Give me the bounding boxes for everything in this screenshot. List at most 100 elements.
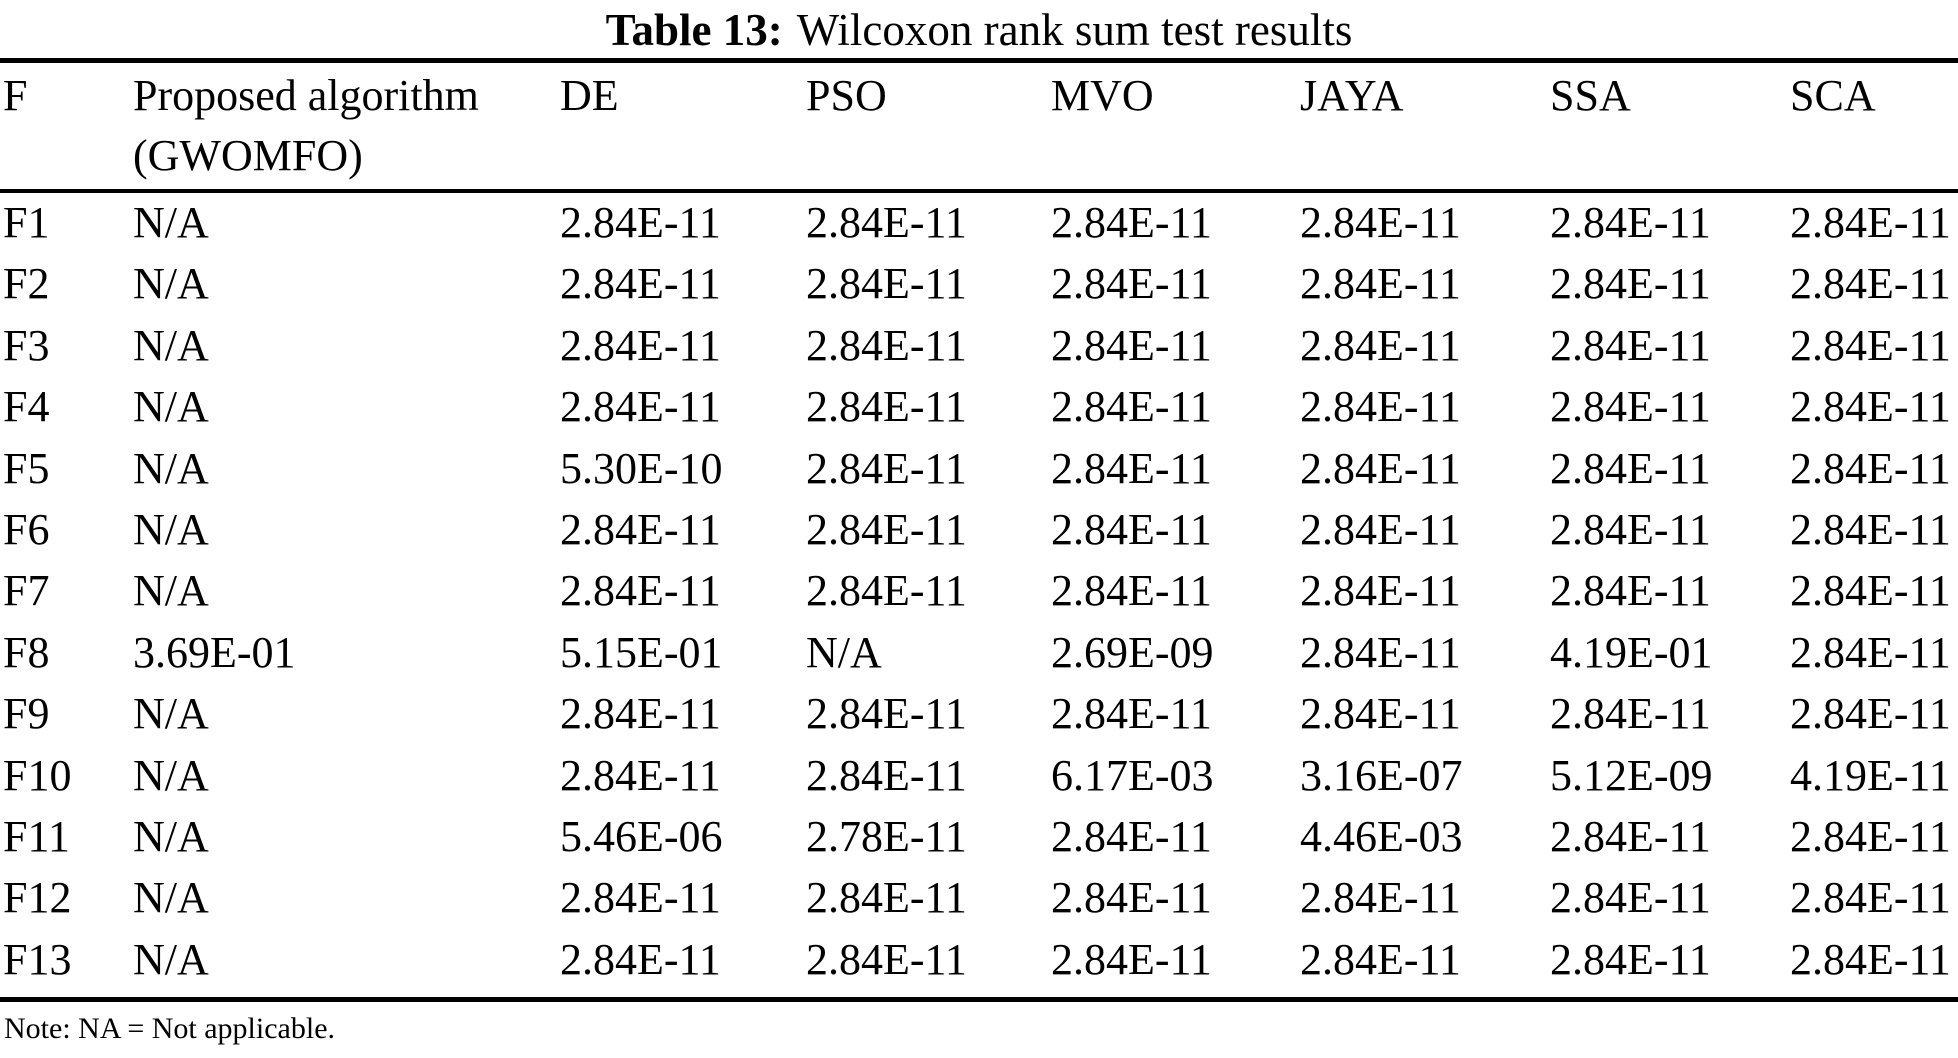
- table-caption-label: Table 13:: [605, 5, 783, 55]
- cell-jaya-value: 2.84E-11: [1300, 198, 1461, 247]
- table-header-row: F Proposed algorithm (GWOMFO) DE PSO MVO…: [0, 66, 1958, 186]
- cell-ssa-value: 2.84E-11: [1550, 873, 1711, 923]
- cell-pso-value: 2.84E-11: [806, 198, 967, 247]
- cell-sca-value: 2.84E-11: [1790, 627, 1951, 677]
- cell-function-id: F10: [3, 750, 72, 800]
- cell-pso-value: N/A: [806, 627, 882, 677]
- cell-mvo-value: 2.84E-11: [1051, 320, 1212, 370]
- cell-mvo-value: 2.84E-11: [1051, 934, 1212, 984]
- cell-de-value: 5.46E-06: [560, 811, 723, 861]
- column-header-proposed-algorithm: Proposed algorithm (GWOMFO): [133, 66, 560, 186]
- cell-mvo-value: 2.84E-11: [1051, 382, 1212, 432]
- table-row: F8 3.69E-01 5.15E-01 N/A 2.69E-09 2.84E-…: [0, 622, 1958, 683]
- cell-jaya-value: 3.16E-07: [1300, 750, 1463, 800]
- cell-ssa-value: 2.84E-11: [1550, 566, 1711, 616]
- cell-pso-value: 2.84E-11: [806, 566, 967, 616]
- cell-ssa-value: 2.84E-11: [1550, 689, 1711, 739]
- cell-sca-value: 2.84E-11: [1790, 320, 1951, 370]
- cell-ssa-value: 2.84E-11: [1550, 934, 1711, 984]
- cell-de-value: 2.84E-11: [560, 934, 721, 984]
- cell-jaya-value: 2.84E-11: [1300, 627, 1461, 677]
- table-row: F3 N/A 2.84E-11 2.84E-11 2.84E-11 2.84E-…: [0, 315, 1958, 376]
- cell-gwomfo-value: N/A: [133, 382, 209, 432]
- cell-mvo-value: 2.84E-11: [1051, 259, 1212, 309]
- cell-mvo-value: 2.84E-11: [1051, 566, 1212, 616]
- cell-de-value: 2.84E-11: [560, 259, 721, 309]
- cell-sca-value: 2.84E-11: [1790, 198, 1951, 247]
- cell-gwomfo-value: N/A: [133, 566, 209, 616]
- cell-function-id: F1: [3, 198, 50, 247]
- cell-function-id: F6: [3, 504, 50, 554]
- cell-jaya-value: 4.46E-03: [1300, 811, 1463, 861]
- column-header-f: F: [3, 71, 28, 120]
- cell-function-id: F3: [3, 320, 50, 370]
- cell-gwomfo-value: N/A: [133, 504, 209, 554]
- cell-function-id: F5: [3, 443, 50, 493]
- cell-jaya-value: 2.84E-11: [1300, 320, 1461, 370]
- cell-ssa-value: 2.84E-11: [1550, 382, 1711, 432]
- table-header-rule: [0, 189, 1958, 193]
- table-footnote: Note: NA = Not applicable.: [4, 1012, 336, 1045]
- cell-jaya-value: 2.84E-11: [1300, 443, 1461, 493]
- cell-sca-value: 2.84E-11: [1790, 382, 1951, 432]
- table-row: F12 N/A 2.84E-11 2.84E-11 2.84E-11 2.84E…: [0, 867, 1958, 928]
- cell-de-value: 2.84E-11: [560, 873, 721, 923]
- cell-sca-value: 2.84E-11: [1790, 873, 1951, 923]
- cell-ssa-value: 2.84E-11: [1550, 504, 1711, 554]
- cell-gwomfo-value: 3.69E-01: [133, 627, 296, 677]
- cell-sca-value: 2.84E-11: [1790, 566, 1951, 616]
- column-header-pso: PSO: [806, 71, 887, 120]
- cell-function-id: F13: [3, 934, 72, 984]
- table-caption: Table 13: Wilcoxon rank sum test results: [0, 4, 1958, 56]
- cell-mvo-value: 2.84E-11: [1051, 873, 1212, 923]
- column-header-sca: SCA: [1790, 71, 1876, 120]
- cell-ssa-value: 2.84E-11: [1550, 198, 1711, 247]
- table-row: F2 N/A 2.84E-11 2.84E-11 2.84E-11 2.84E-…: [0, 253, 1958, 314]
- cell-function-id: F7: [3, 566, 50, 616]
- cell-pso-value: 2.78E-11: [806, 811, 967, 861]
- table-row: F5 N/A 5.30E-10 2.84E-11 2.84E-11 2.84E-…: [0, 438, 1958, 499]
- column-header-proposed-line2: (GWOMFO): [133, 131, 363, 180]
- column-header-proposed-line1: Proposed algorithm: [133, 71, 479, 120]
- table-row: F6 N/A 2.84E-11 2.84E-11 2.84E-11 2.84E-…: [0, 499, 1958, 560]
- table-row: F10 N/A 2.84E-11 2.84E-11 6.17E-03 3.16E…: [0, 745, 1958, 806]
- table-row: F1 N/A 2.84E-11 2.84E-11 2.84E-11 2.84E-…: [0, 192, 1958, 253]
- cell-mvo-value: 2.84E-11: [1051, 198, 1212, 247]
- cell-de-value: 2.84E-11: [560, 382, 721, 432]
- cell-de-value: 2.84E-11: [560, 750, 721, 800]
- cell-function-id: F2: [3, 259, 50, 309]
- cell-gwomfo-value: N/A: [133, 320, 209, 370]
- cell-mvo-value: 2.84E-11: [1051, 689, 1212, 739]
- cell-pso-value: 2.84E-11: [806, 320, 967, 370]
- table-bottom-rule: [0, 997, 1958, 1002]
- cell-de-value: 5.15E-01: [560, 627, 723, 677]
- cell-ssa-value: 5.12E-09: [1550, 750, 1713, 800]
- column-header-mvo: MVO: [1051, 71, 1154, 120]
- cell-function-id: F9: [3, 689, 50, 739]
- cell-gwomfo-value: N/A: [133, 259, 209, 309]
- cell-sca-value: 2.84E-11: [1790, 504, 1951, 554]
- cell-function-id: F12: [3, 873, 72, 923]
- cell-jaya-value: 2.84E-11: [1300, 873, 1461, 923]
- cell-gwomfo-value: N/A: [133, 198, 209, 247]
- table-caption-text: Wilcoxon rank sum test results: [796, 5, 1353, 55]
- cell-gwomfo-value: N/A: [133, 689, 209, 739]
- cell-ssa-value: 2.84E-11: [1550, 259, 1711, 309]
- cell-de-value: 5.30E-10: [560, 443, 723, 493]
- column-header-ssa: SSA: [1550, 71, 1631, 120]
- cell-jaya-value: 2.84E-11: [1300, 259, 1461, 309]
- table-row: F13 N/A 2.84E-11 2.84E-11 2.84E-11 2.84E…: [0, 929, 1958, 990]
- cell-pso-value: 2.84E-11: [806, 750, 967, 800]
- table-body: F1 N/A 2.84E-11 2.84E-11 2.84E-11 2.84E-…: [0, 192, 1958, 990]
- cell-pso-value: 2.84E-11: [806, 689, 967, 739]
- cell-ssa-value: 2.84E-11: [1550, 811, 1711, 861]
- cell-pso-value: 2.84E-11: [806, 443, 967, 493]
- cell-jaya-value: 2.84E-11: [1300, 689, 1461, 739]
- cell-function-id: F11: [3, 811, 70, 861]
- cell-mvo-value: 2.84E-11: [1051, 811, 1212, 861]
- cell-mvo-value: 2.84E-11: [1051, 504, 1212, 554]
- cell-pso-value: 2.84E-11: [806, 259, 967, 309]
- cell-jaya-value: 2.84E-11: [1300, 566, 1461, 616]
- table-row: F9 N/A 2.84E-11 2.84E-11 2.84E-11 2.84E-…: [0, 683, 1958, 744]
- cell-gwomfo-value: N/A: [133, 750, 209, 800]
